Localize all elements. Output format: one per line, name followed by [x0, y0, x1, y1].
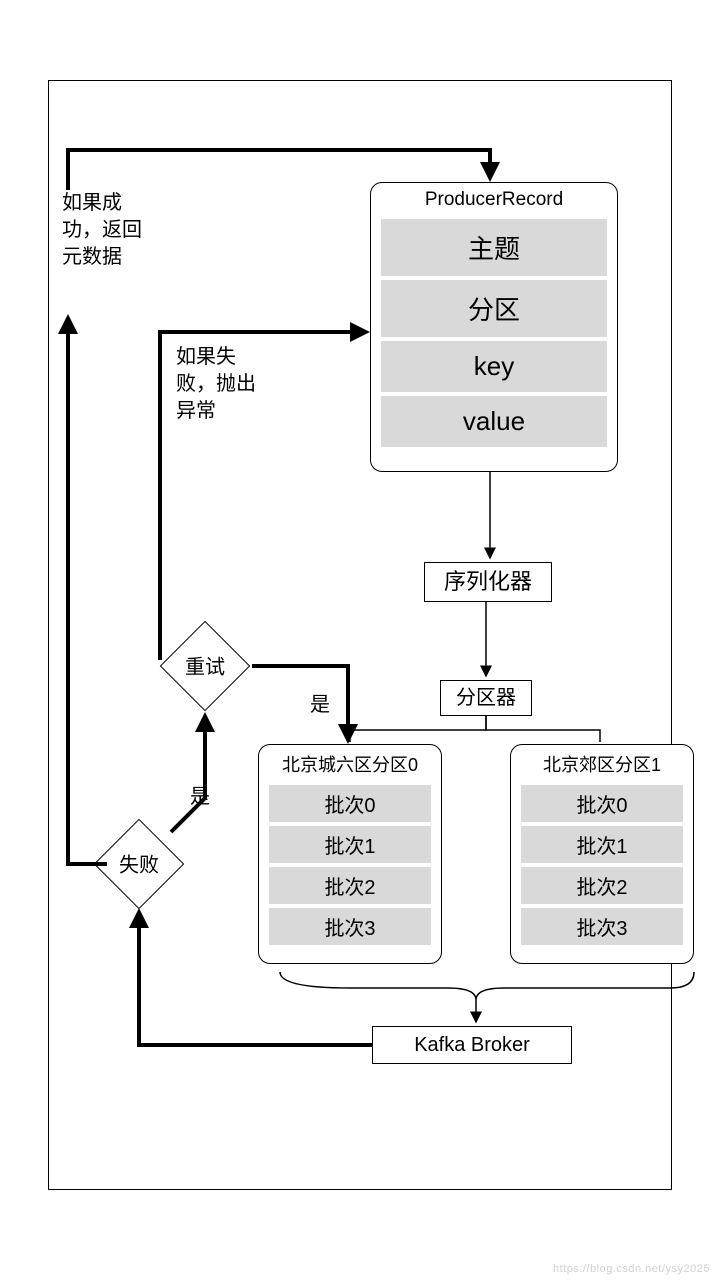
- producer-record-title: ProducerRecord: [371, 187, 617, 215]
- partition1-box: 北京郊区分区1 批次0 批次1 批次2 批次3: [510, 744, 694, 964]
- fail-throw-text: 如果失败，抛出异常: [176, 344, 256, 425]
- fail-label: 失败: [107, 833, 171, 897]
- watermark-text: https://blog.csdn.net/ysy2025: [553, 1263, 710, 1275]
- batch-cell: 批次2: [521, 867, 683, 904]
- retry-label: 重试: [173, 635, 237, 699]
- producer-record-field: 分区: [381, 280, 607, 337]
- batch-cell: 批次3: [269, 908, 431, 945]
- yes-label-2: 是: [190, 780, 210, 809]
- producer-record-box: ProducerRecord 主题 分区 key value: [370, 182, 618, 472]
- partition0-box: 北京城六区分区0 批次0 批次1 批次2 批次3: [258, 744, 442, 964]
- broker-label: Kafka Broker: [414, 1034, 530, 1056]
- producer-record-field: value: [381, 396, 607, 447]
- broker-box: Kafka Broker: [372, 1026, 572, 1064]
- partitioner-label: 分区器: [456, 687, 516, 709]
- partition0-title: 北京城六区分区0: [259, 749, 441, 781]
- partitioner-box: 分区器: [440, 680, 532, 716]
- producer-record-field: key: [381, 341, 607, 392]
- producer-record-field: 主题: [381, 219, 607, 276]
- batch-cell: 批次3: [521, 908, 683, 945]
- partition1-title: 北京郊区分区1: [511, 749, 693, 781]
- success-return-text: 如果成功，返回元数据: [62, 190, 142, 271]
- yes-label-1: 是: [310, 688, 330, 717]
- batch-cell: 批次1: [521, 826, 683, 863]
- batch-cell: 批次2: [269, 867, 431, 904]
- batch-cell: 批次0: [521, 785, 683, 822]
- serializer-box: 序列化器: [424, 562, 552, 602]
- serializer-label: 序列化器: [444, 569, 532, 594]
- batch-cell: 批次1: [269, 826, 431, 863]
- batch-cell: 批次0: [269, 785, 431, 822]
